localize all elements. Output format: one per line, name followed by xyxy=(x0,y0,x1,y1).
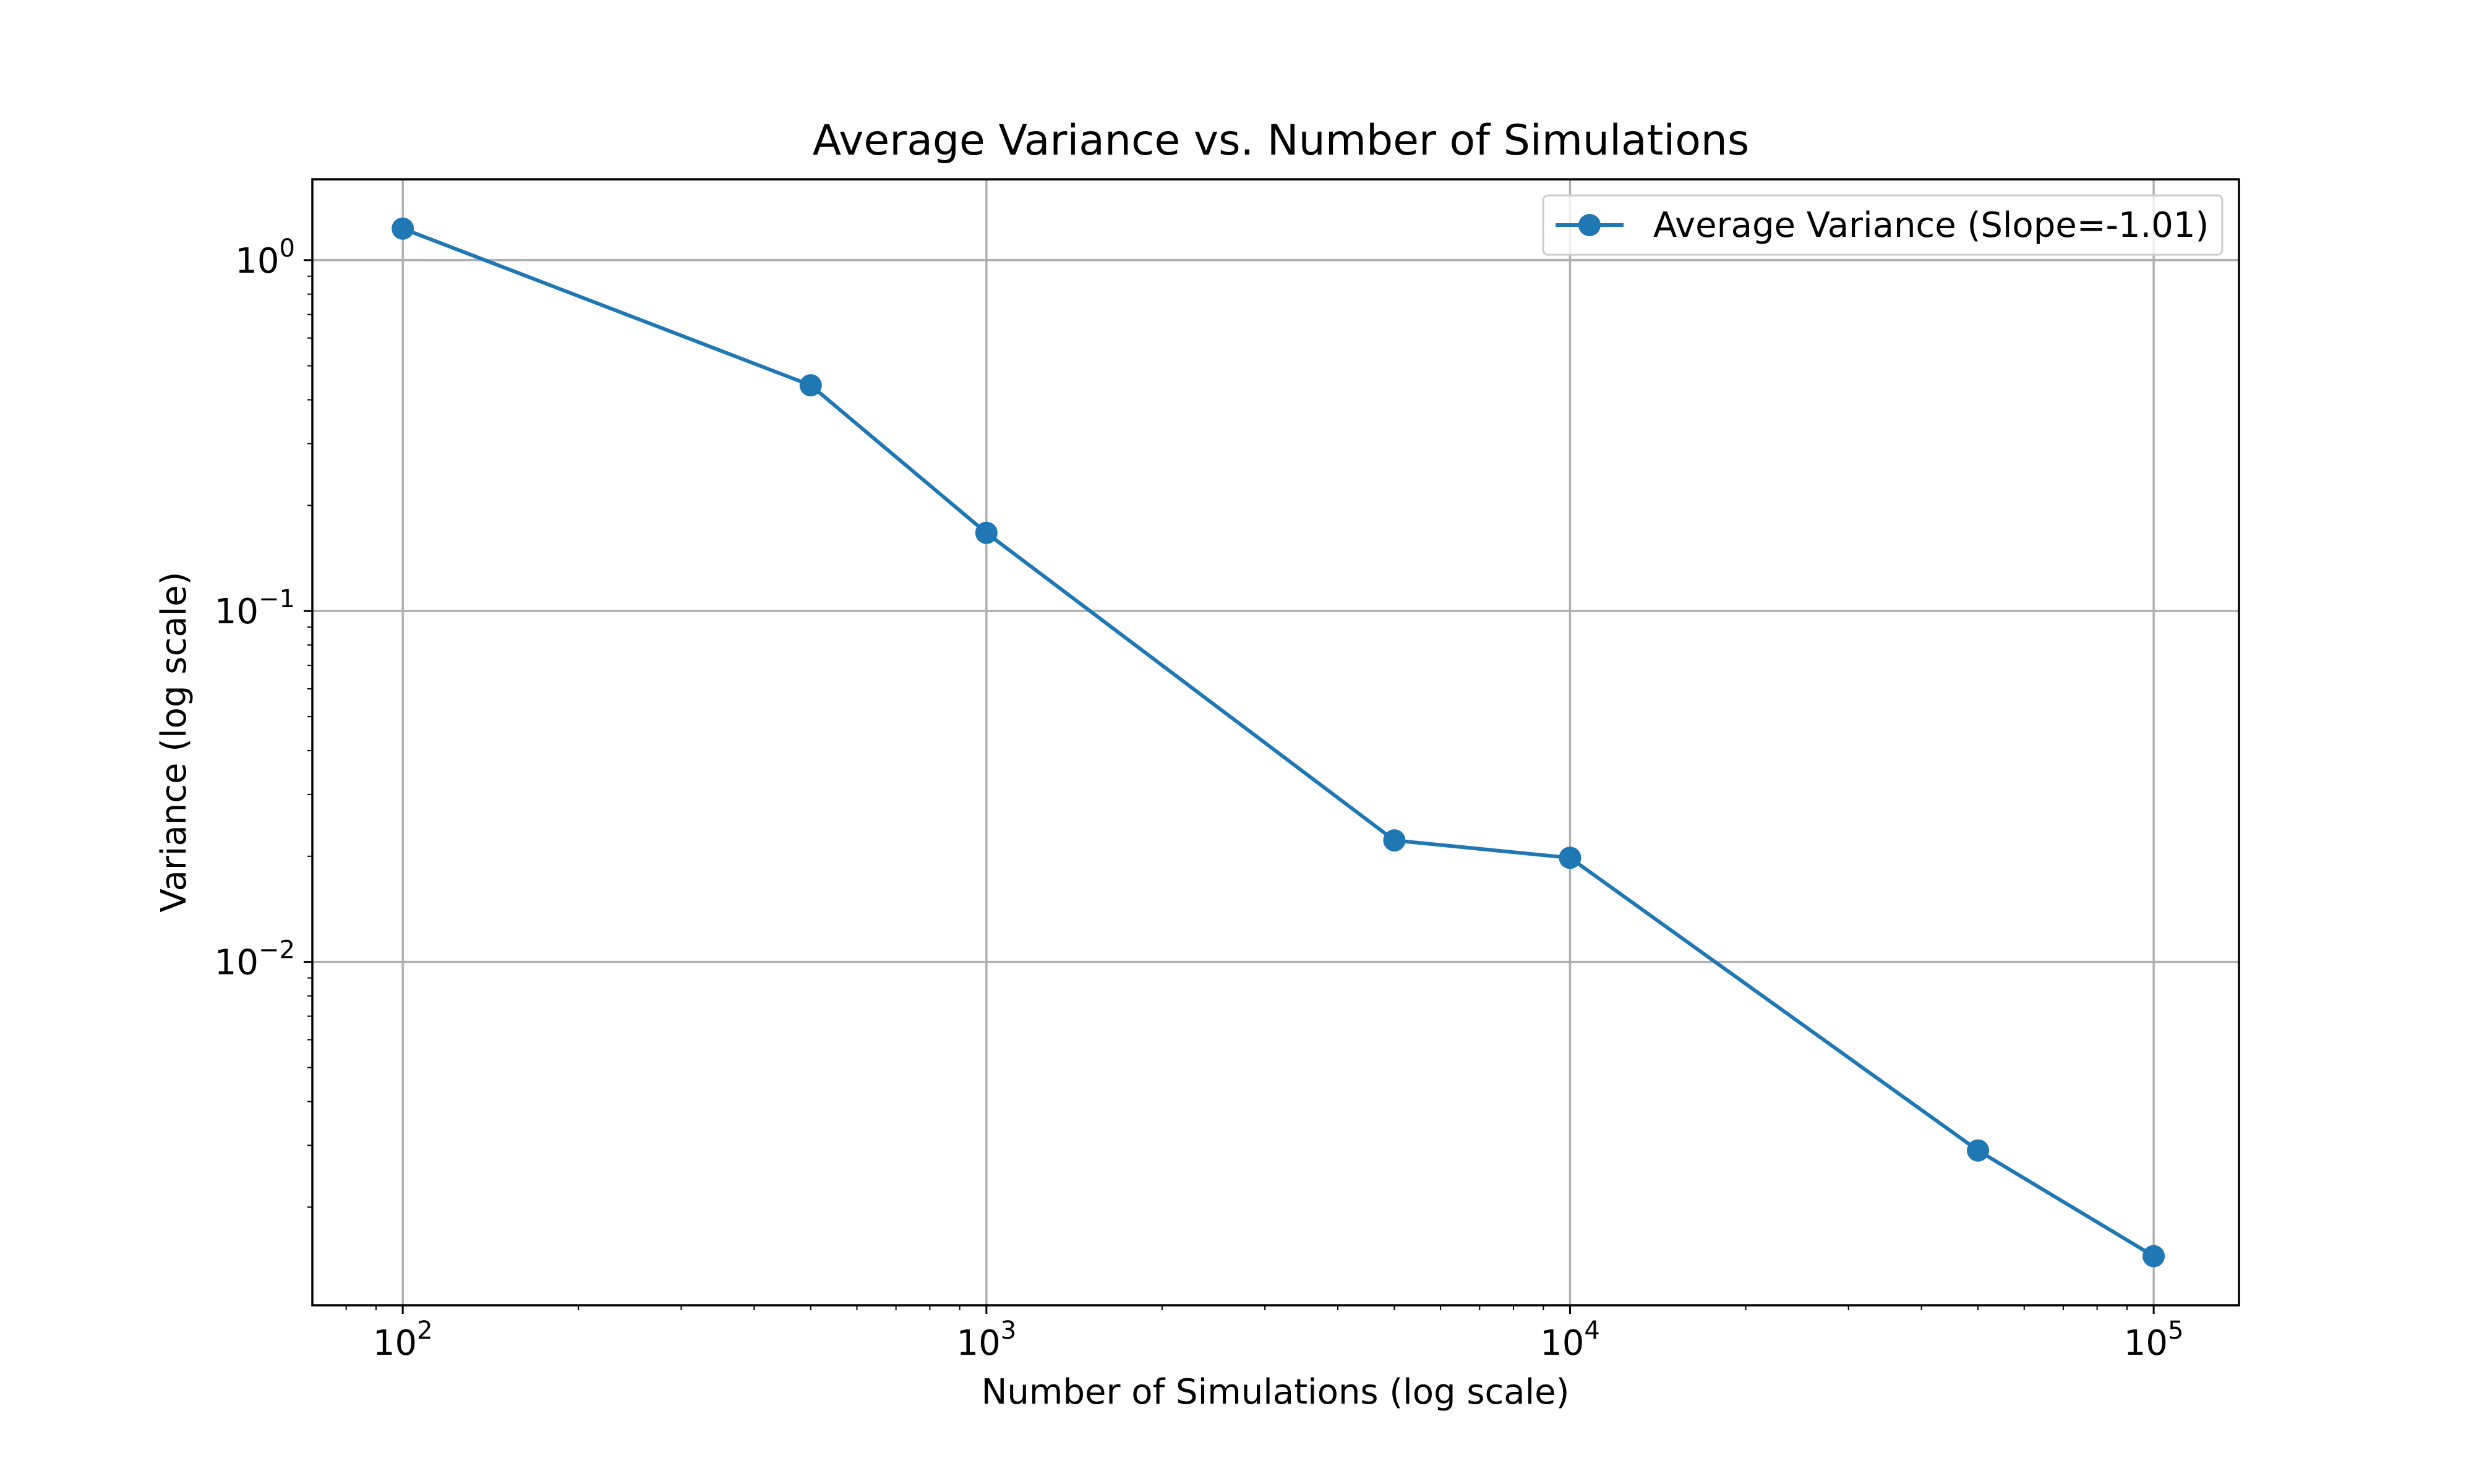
y-axis-label: Variance (log scale) xyxy=(154,572,194,913)
plot-series xyxy=(392,217,2165,1268)
y-tick-label: 10−1 xyxy=(215,585,295,632)
y-tick-label: 10−2 xyxy=(215,936,295,983)
x-axis-label: Number of Simulations (log scale) xyxy=(982,1372,1570,1412)
chart-title: Average Variance vs. Number of Simulatio… xyxy=(813,116,1750,165)
data-point xyxy=(1559,846,1582,869)
data-point xyxy=(392,217,414,240)
data-point xyxy=(799,374,822,397)
data-point xyxy=(2142,1245,2165,1268)
legend-label: Average Variance (Slope=-1.01) xyxy=(1653,205,2209,245)
legend: Average Variance (Slope=-1.01) xyxy=(1542,194,2224,256)
legend-marker-swatch xyxy=(1578,214,1601,236)
x-tick-label: 104 xyxy=(1540,1316,1600,1363)
axes-frame xyxy=(311,178,2240,1307)
grid xyxy=(312,179,2239,1305)
data-point xyxy=(1967,1139,1990,1162)
data-point xyxy=(1383,829,1406,852)
x-tick-label: 103 xyxy=(956,1316,1016,1363)
data-point xyxy=(975,521,998,544)
legend-box xyxy=(1542,194,2224,256)
